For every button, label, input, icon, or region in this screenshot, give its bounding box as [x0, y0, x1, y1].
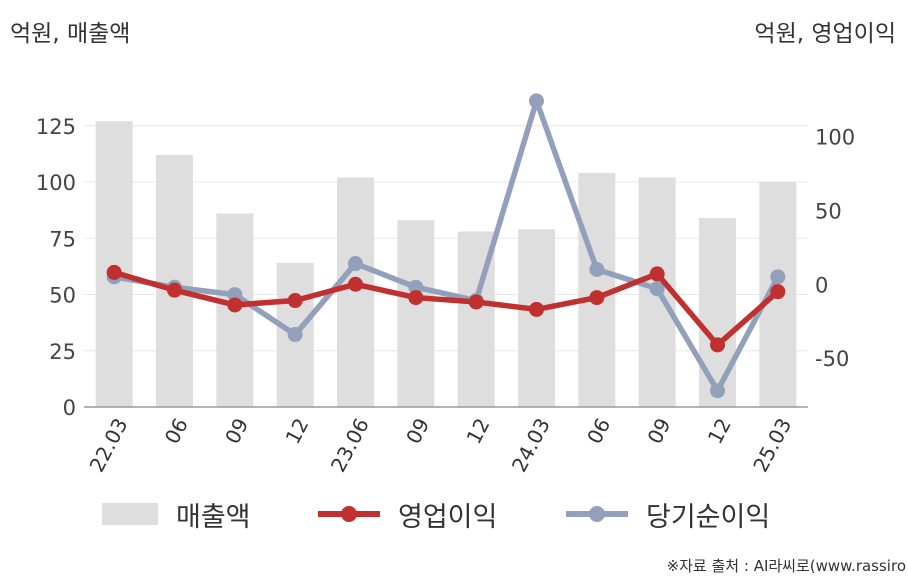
operating-profit-point: [468, 294, 484, 310]
revenue-bar: [95, 121, 133, 407]
operating-profit-point: [529, 301, 544, 317]
right-axis-unit: 억원, 영업이익: [754, 21, 896, 47]
legend-label-operating-profit: 영업이익: [398, 501, 498, 533]
revenue-bar: [699, 218, 736, 407]
source-credit: ※자료 출처 : AI라씨로(www.rassiro: [666, 557, 906, 575]
net-income-point: [589, 261, 605, 277]
net-income-point: [770, 269, 786, 285]
x-tick-label: 09: [401, 414, 434, 448]
operating-profit-point: [167, 282, 182, 298]
net-income-line: [111, 98, 781, 394]
x-tick-label: 25.03: [748, 414, 796, 476]
legend-label-revenue: 매출액: [176, 501, 251, 533]
left-tick-label: 75: [49, 227, 76, 251]
operating-profit-point: [589, 290, 605, 306]
operating-profit-point: [227, 297, 243, 313]
operating-profit-point: [287, 293, 303, 309]
left-axis-ticks: 0 25 50 75 100 125: [36, 115, 76, 420]
right-tick-label: 50: [815, 199, 842, 223]
net-income-point: [287, 327, 303, 343]
left-tick-label: 100: [36, 171, 76, 195]
x-axis-ticks: 22.03 06 09 12 23.06 09 12 24.03 06 09 12 25.03: [85, 414, 797, 476]
x-tick-label: 12: [461, 414, 494, 448]
left-tick-label: 25: [49, 340, 76, 364]
left-axis-unit: 억원, 매출액: [10, 21, 131, 47]
x-tick-label: 22.03: [85, 414, 133, 476]
x-tick-label: 06: [582, 414, 615, 448]
net-income-point: [348, 256, 363, 272]
operating-profit-line: [111, 269, 781, 348]
revenue-swatch: [102, 503, 158, 525]
operating-profit-point: [106, 264, 122, 280]
operating-profit-point: [710, 337, 725, 353]
operating-profit-point: [408, 290, 424, 306]
right-tick-label: 0: [815, 273, 828, 297]
legend-item-operating-profit: 영업이익: [318, 492, 497, 536]
left-tick-label: 0: [63, 396, 76, 420]
gridlines: [84, 125, 808, 352]
x-tick-label: 09: [642, 414, 675, 448]
x-tick-label: 12: [280, 414, 313, 448]
net-income-point: [649, 281, 665, 297]
left-tick-label: 50: [49, 284, 76, 308]
net-income-point: [227, 287, 243, 303]
net-income-point: [408, 279, 424, 295]
revenue-bar: [397, 220, 435, 407]
legend-label-net-income: 당기순이익: [646, 501, 771, 533]
operating-profit-point: [770, 284, 786, 300]
combo-chart: 0 25 50 75 100 125 -50 0 50 100 22.03 06 09 12 23.06…: [36, 93, 855, 476]
legend-item-revenue: 매출액: [102, 492, 251, 536]
revenue-bar: [337, 177, 374, 407]
right-axis-ticks: -50 0 50 100: [815, 125, 855, 371]
right-tick-label: 100: [815, 125, 855, 149]
profit-lines: [106, 93, 786, 399]
net-income-point: [710, 383, 725, 399]
operating-profit-point: [649, 266, 665, 282]
x-tick-label: 24.03: [507, 414, 555, 476]
net-income-swatch: [566, 503, 628, 525]
x-tick-label: 09: [220, 414, 253, 448]
right-tick-label: -50: [815, 347, 849, 371]
net-income-point: [529, 93, 544, 109]
chart-legend: 매출액 영업이익 당기순이익: [0, 492, 908, 536]
operating-profit-swatch: [318, 503, 380, 525]
legend-item-net-income: 당기순이익: [566, 492, 770, 536]
left-tick-label: 125: [36, 115, 76, 139]
revenue-bar: [518, 229, 555, 407]
x-tick-label: 23.06: [326, 414, 374, 476]
revenue-bars: [95, 121, 797, 407]
x-tick-label: 12: [703, 414, 736, 448]
x-tick-label: 06: [160, 414, 193, 448]
operating-profit-point: [348, 276, 363, 292]
